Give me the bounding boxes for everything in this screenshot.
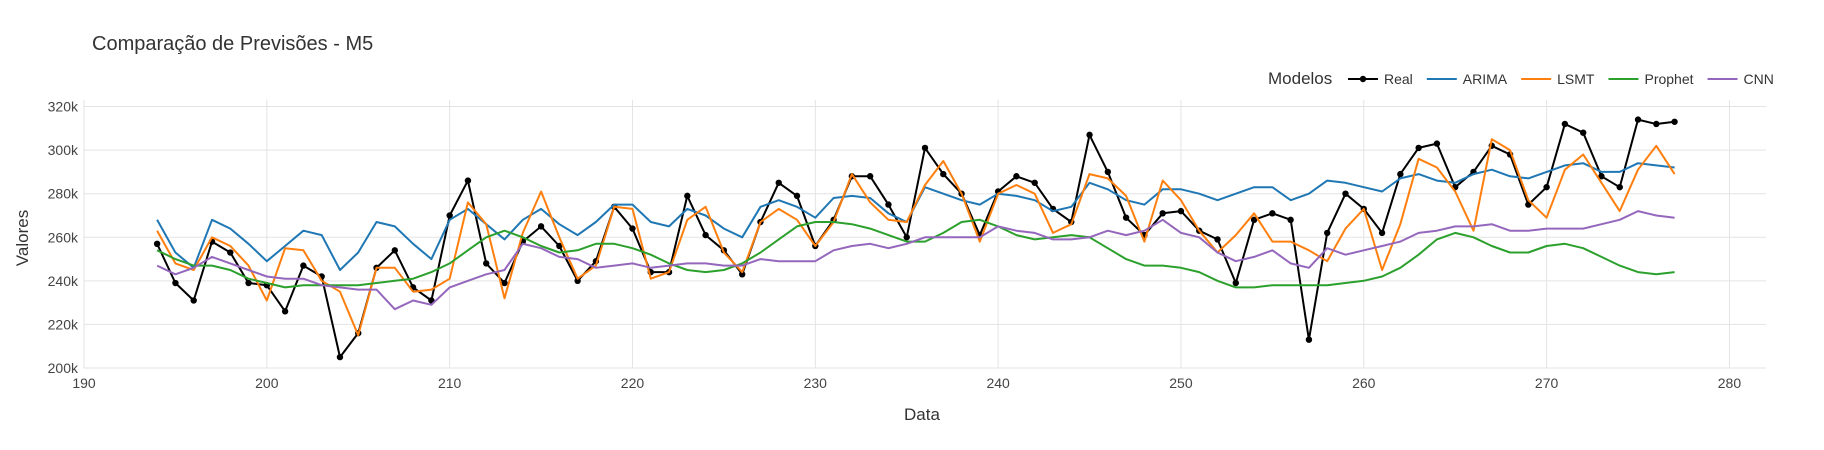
data-point-real bbox=[885, 201, 892, 208]
data-point-real bbox=[738, 271, 746, 278]
y-tick-label: 300k bbox=[48, 142, 79, 158]
data-point-real bbox=[1031, 179, 1038, 186]
legend-item-lsmt: LSMT bbox=[1521, 71, 1595, 87]
legend-marker-real bbox=[1359, 75, 1367, 83]
x-tick-label: 260 bbox=[1352, 375, 1376, 391]
series-line-prophet bbox=[156, 218, 1675, 289]
y-tick-label: 220k bbox=[48, 316, 79, 332]
data-point-real bbox=[537, 223, 545, 230]
data-point-real bbox=[1397, 170, 1404, 178]
x-tick-label: 280 bbox=[1718, 375, 1742, 391]
data-point-real bbox=[1269, 210, 1276, 217]
data-point-real bbox=[1598, 173, 1605, 180]
data-point-real bbox=[281, 308, 289, 315]
data-point-real bbox=[483, 260, 490, 267]
data-point-real bbox=[903, 234, 910, 241]
x-tick-label: 270 bbox=[1535, 375, 1559, 391]
legend-label-prophet: Prophet bbox=[1644, 71, 1693, 87]
data-point-real bbox=[574, 277, 581, 285]
data-point-real bbox=[775, 179, 782, 186]
data-point-real bbox=[629, 225, 636, 232]
legend-label-cnn: CNN bbox=[1744, 71, 1774, 87]
data-point-real bbox=[300, 262, 307, 269]
y-tick-label: 260k bbox=[48, 229, 79, 245]
x-tick-label: 200 bbox=[255, 375, 279, 391]
x-tick-label: 220 bbox=[621, 375, 645, 391]
data-point-real bbox=[1214, 236, 1221, 243]
x-tick-label: 230 bbox=[804, 375, 828, 391]
data-point-real bbox=[1305, 336, 1313, 343]
data-point-real bbox=[1543, 183, 1550, 191]
data-point-real bbox=[1616, 183, 1623, 191]
data-point-real bbox=[446, 212, 453, 219]
grid bbox=[83, 100, 1766, 369]
chart-title: Comparação de Previsões - M5 bbox=[92, 33, 373, 55]
data-point-real bbox=[684, 192, 691, 200]
data-point-real bbox=[1177, 207, 1185, 215]
data-point-real bbox=[1378, 229, 1386, 237]
y-tick-label: 320k bbox=[48, 99, 79, 115]
data-point-real bbox=[464, 177, 472, 184]
data-point-real bbox=[1415, 144, 1422, 152]
data-point-real bbox=[172, 279, 179, 287]
data-point-real bbox=[1013, 173, 1020, 180]
x-axis-ticks: 190 200 210 220 230 240 250 260 270 280 bbox=[72, 375, 1741, 391]
legend-label-arima: ARIMA bbox=[1463, 71, 1508, 87]
legend-item-arima: ARIMA bbox=[1426, 71, 1508, 87]
data-point-real bbox=[245, 279, 252, 287]
data-point-real bbox=[1653, 120, 1660, 128]
series-line-real bbox=[156, 118, 1675, 359]
y-axis-title: Valores bbox=[13, 210, 32, 266]
data-point-real bbox=[793, 192, 801, 200]
data-point-real bbox=[501, 279, 508, 287]
y-tick-label: 280k bbox=[48, 186, 79, 202]
data-point-real bbox=[1671, 118, 1678, 125]
data-point-real bbox=[702, 231, 709, 239]
y-tick-label: 200k bbox=[48, 360, 79, 376]
series-line-lsmt bbox=[156, 138, 1676, 337]
data-point-real bbox=[1232, 279, 1240, 287]
x-tick-label: 250 bbox=[1169, 375, 1193, 391]
data-point-real bbox=[1634, 116, 1642, 123]
data-point-real bbox=[921, 144, 929, 152]
legend-label-lsmt: LSMT bbox=[1557, 71, 1595, 87]
legend: Modelos Real ARIMA LSMT Prophet CNN bbox=[1268, 69, 1774, 88]
x-axis-title: Data bbox=[904, 405, 940, 424]
legend-item-real: Real bbox=[1348, 71, 1413, 87]
data-point-real bbox=[153, 240, 161, 248]
data-point-real bbox=[391, 247, 399, 254]
data-point-real bbox=[227, 249, 234, 256]
legend-item-cnn: CNN bbox=[1707, 71, 1774, 87]
x-tick-label: 190 bbox=[72, 375, 96, 391]
data-point-real bbox=[1287, 216, 1294, 224]
y-axis-ticks: 200k 220k 240k 260k 280k 300k 320k bbox=[48, 99, 79, 376]
series-line-cnn bbox=[156, 210, 1675, 311]
data-point-real bbox=[1433, 140, 1441, 147]
legend-title: Modelos bbox=[1268, 69, 1332, 88]
series-group bbox=[153, 116, 1678, 361]
data-point-real bbox=[866, 173, 874, 180]
data-point-real bbox=[1104, 168, 1112, 176]
legend-label-real: Real bbox=[1384, 71, 1413, 87]
data-point-real bbox=[190, 297, 197, 304]
legend-item-prophet: Prophet bbox=[1608, 71, 1694, 87]
x-tick-label: 240 bbox=[986, 375, 1010, 391]
data-point-real bbox=[940, 170, 947, 178]
data-point-real bbox=[1159, 210, 1166, 217]
data-point-real bbox=[1122, 214, 1130, 221]
data-point-real bbox=[1250, 216, 1258, 224]
y-tick-label: 240k bbox=[48, 273, 79, 289]
data-point-real bbox=[1086, 131, 1093, 139]
data-point-real bbox=[336, 353, 344, 361]
data-point-real bbox=[1561, 120, 1569, 128]
data-point-real bbox=[556, 242, 563, 250]
data-point-real bbox=[1324, 229, 1331, 237]
x-tick-label: 210 bbox=[438, 375, 462, 391]
data-point-real bbox=[1579, 129, 1587, 136]
data-point-real bbox=[1342, 190, 1349, 197]
